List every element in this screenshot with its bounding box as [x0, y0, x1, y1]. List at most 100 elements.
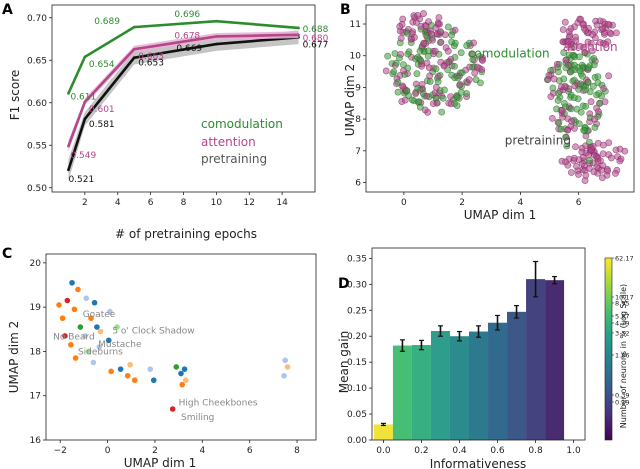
chart-b-point — [594, 139, 602, 147]
chart-b-point — [434, 19, 442, 27]
chart-c-point — [71, 306, 78, 313]
chart-c-point — [68, 341, 74, 348]
chart-b-point — [595, 108, 602, 116]
chart-c-xtick-label: 2 — [152, 446, 158, 456]
chart-c-point — [75, 286, 81, 293]
chart-b-point — [591, 124, 599, 131]
chart-b-point — [589, 47, 596, 55]
chart-d-ytick-label: 0.15 — [347, 358, 367, 368]
chart-b-point — [392, 59, 400, 67]
chart-b-point — [440, 62, 448, 70]
chart-b-point — [562, 64, 570, 72]
chart-a-point-pretraining — [132, 56, 136, 59]
chart-a-xtick-label: 2 — [82, 198, 88, 208]
chart-b-point — [470, 39, 477, 47]
chart-a-data-label: 0.669 — [176, 44, 202, 54]
chart-b-point — [585, 138, 593, 146]
chart-a-ytick-label: 0.50 — [27, 184, 47, 194]
chart-c-point — [77, 324, 84, 330]
chart-b-point — [396, 54, 403, 62]
chart-d-xtick-label: 0.4 — [452, 446, 467, 456]
chart-d-bar — [545, 280, 565, 440]
chart-a-legend-attention: attention — [201, 135, 256, 149]
chart-b-point — [593, 21, 601, 29]
chart-b-ytick-label: 6 — [355, 178, 361, 188]
chart-b-point — [599, 150, 607, 158]
chart-b-point — [384, 52, 392, 60]
chart-b-point — [575, 85, 583, 93]
chart-d-colorbar-tick-label: 10.17 — [615, 294, 634, 302]
chart-d-ytick-label: 0.20 — [347, 332, 367, 342]
chart-a-point-pretraining — [67, 168, 70, 172]
chart-b-ylabel: UMAP dim 2 — [343, 64, 357, 137]
chart-c: −2 0 2 4 6 8 16 17 18 19 20 Goatee 5 o' Clock Shadow… — [30, 253, 317, 456]
chart-b-point — [412, 19, 420, 26]
chart-a-data-label: 0.663 — [138, 52, 164, 62]
chart-c-xtick-label: −2 — [54, 446, 67, 456]
chart-b-point — [575, 120, 583, 128]
chart-a-ytick-label: 0.60 — [27, 99, 47, 109]
chart-b-point — [420, 39, 428, 47]
chart-b-point — [426, 78, 434, 85]
chart-a-ytick-label: 0.55 — [27, 141, 47, 151]
chart-a-data-label: 0.696 — [174, 10, 200, 20]
chart-b-point — [563, 142, 571, 150]
chart-b-point — [471, 69, 479, 77]
chart-b-ytick-label: 10 — [350, 52, 362, 62]
chart-b-point — [555, 89, 562, 97]
chart-c-point — [124, 372, 131, 379]
chart-d-xlabel: Informativeness — [430, 457, 527, 469]
chart-d-bar — [411, 345, 431, 440]
chart-b-point — [584, 64, 592, 71]
chart-c-point — [117, 366, 124, 372]
chart-b-point — [590, 54, 598, 62]
chart-d-bar — [392, 345, 412, 440]
chart-b-point — [394, 88, 402, 96]
chart-a-xtick-label: 14 — [276, 198, 288, 208]
chart-b-point — [456, 80, 464, 88]
chart-a-ytick-label: 0.70 — [27, 14, 47, 24]
chart-a-line-pretraining — [67, 36, 299, 171]
chart-a-data-label: 0.689 — [94, 17, 120, 27]
chart-b-point — [584, 79, 592, 86]
chart-a-data-label: 0.611 — [70, 92, 96, 102]
chart-c-point — [72, 355, 79, 361]
chart-d-colorbar-label: Number of neurons in % (Log Scale) — [619, 284, 628, 428]
chart-d-colorbar-tick-label: 4.79 — [615, 320, 629, 328]
chart-c-point — [62, 333, 68, 339]
chart-c-xtick-label: 6 — [247, 446, 253, 456]
chart-b-xtick-label: 0 — [401, 198, 407, 208]
chart-b-point — [447, 100, 455, 108]
chart-b-point — [431, 89, 439, 97]
chart-d-ytick-label: 0.10 — [347, 384, 367, 394]
chart-a-xlabel: # of pretraining epochs — [115, 227, 257, 241]
chart-b-point — [561, 18, 569, 26]
chart-b-point — [549, 84, 557, 92]
chart-a-ytick-label: 0.65 — [27, 56, 47, 66]
chart-b-point — [571, 124, 578, 132]
chart-a-data-label: 0.653 — [138, 59, 164, 69]
chart-b-point — [582, 26, 590, 34]
chart-b-point — [604, 167, 611, 175]
chart-b-point — [564, 37, 572, 45]
chart-b-point — [587, 98, 595, 106]
chart-a-data-label: 0.688 — [303, 25, 329, 35]
chart-b-point — [577, 16, 585, 23]
chart-b-point — [580, 126, 588, 134]
chart-b-point — [600, 85, 607, 92]
chart-a-xtick-label: 4 — [115, 198, 121, 208]
chart-b-point — [585, 151, 593, 159]
chart-c-point — [282, 357, 289, 364]
chart-b-point — [558, 157, 566, 165]
chart-b-point — [473, 63, 481, 71]
chart-b-point — [382, 67, 390, 75]
chart-b-point — [403, 29, 411, 37]
chart-c-point — [179, 381, 185, 388]
chart-b-point — [555, 119, 563, 127]
chart-d-ytick-label: 0.05 — [347, 410, 367, 420]
chart-c-ytick-label: 18 — [30, 347, 42, 357]
chart-a-point-comodulation — [67, 92, 70, 95]
chart-b-point — [572, 37, 580, 45]
chart-b-point — [427, 30, 435, 38]
chart-b-point — [597, 157, 604, 165]
